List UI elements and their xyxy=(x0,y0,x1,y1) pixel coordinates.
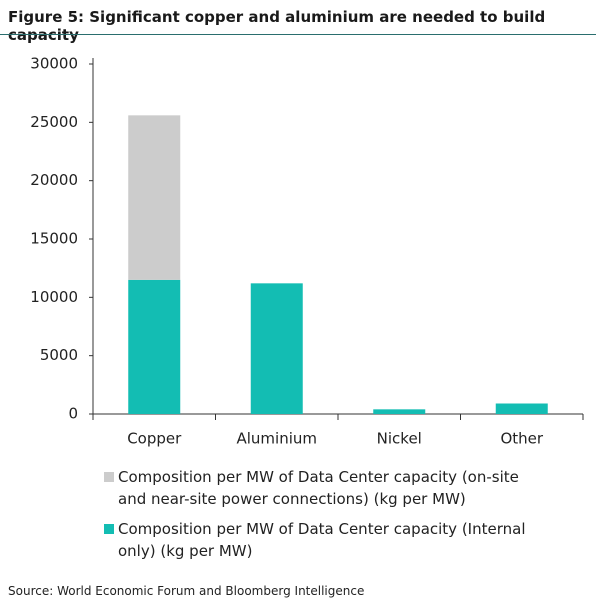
legend-item: Composition per MW of Data Center capaci… xyxy=(104,518,544,562)
bar xyxy=(495,403,548,414)
bar xyxy=(128,279,181,414)
x-tick-label: Copper xyxy=(127,430,182,448)
chart-title: Figure 5: Significant copper and alumini… xyxy=(8,8,546,44)
x-tick-label: Aluminium xyxy=(236,430,317,448)
y-tick-label: 5000 xyxy=(40,346,78,364)
legend-swatch xyxy=(104,524,114,534)
y-tick-label: 20000 xyxy=(30,171,78,189)
x-tick-label: Other xyxy=(500,430,543,448)
title-rule xyxy=(0,34,596,35)
y-tick-label: 10000 xyxy=(30,288,78,306)
legend-item: Composition per MW of Data Center capaci… xyxy=(104,466,544,510)
bar xyxy=(373,409,426,414)
legend-label: Composition per MW of Data Center capaci… xyxy=(118,468,519,508)
bar xyxy=(128,115,181,280)
source-note: Source: World Economic Forum and Bloombe… xyxy=(8,584,365,598)
legend-label: Composition per MW of Data Center capaci… xyxy=(118,520,526,560)
x-tick-label: Nickel xyxy=(377,430,422,448)
y-tick-label: 0 xyxy=(68,405,78,423)
legend: Composition per MW of Data Center capaci… xyxy=(104,466,544,570)
y-tick-label: 25000 xyxy=(30,113,78,131)
y-tick-label: 30000 xyxy=(30,55,78,73)
legend-swatch xyxy=(104,472,114,482)
chart: 0 5000 10000 15000 20000 25000 30000 Copper Alum… xyxy=(30,55,584,448)
bar xyxy=(250,283,303,414)
y-tick-label: 15000 xyxy=(30,230,78,248)
